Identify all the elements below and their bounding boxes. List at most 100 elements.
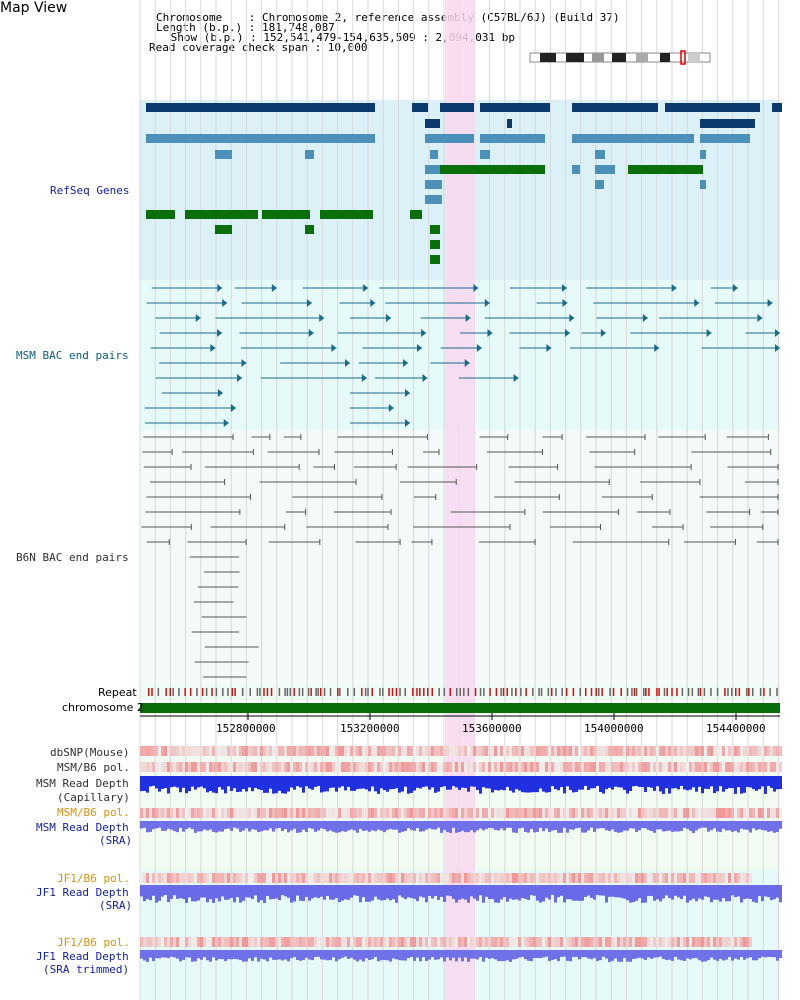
depth-bar	[584, 885, 587, 897]
depth-bar	[494, 950, 497, 960]
heat-cell	[692, 746, 695, 756]
depth-bar	[191, 885, 194, 902]
depth-bar	[455, 821, 458, 833]
depth-bar	[665, 885, 668, 896]
repeat-mark	[467, 688, 470, 696]
msm-bac-label[interactable]: MSM BAC end pairs	[16, 349, 129, 362]
heat-cell	[305, 937, 308, 947]
repeat-mark	[620, 688, 622, 696]
depth-bar	[428, 821, 431, 829]
jf1-read-depth-trimmed-label[interactable]: JF1 Read Depth	[36, 950, 129, 963]
refseq-genes-label[interactable]: RefSeq Genes	[50, 184, 130, 197]
heat-cell	[329, 762, 332, 772]
depth-bar	[614, 821, 617, 832]
heat-cell	[554, 937, 557, 947]
depth-bar	[530, 885, 533, 896]
depth-bar	[680, 885, 683, 900]
heat-cell	[614, 873, 617, 883]
depth-bar	[392, 950, 395, 959]
dbsnp-label[interactable]: dbSNP(Mouse)	[50, 746, 130, 759]
depth-bar	[215, 776, 218, 794]
jf1-b6-pol-label-2[interactable]: JF1/B6 pol.	[57, 936, 130, 949]
heat-cell	[440, 762, 443, 772]
depth-bar	[275, 950, 278, 960]
depth-bar	[602, 821, 605, 829]
heat-cell	[689, 808, 692, 818]
depth-bar	[212, 950, 215, 958]
heat-cell	[728, 746, 731, 756]
bac-end	[331, 344, 337, 352]
heat-cell	[302, 746, 305, 756]
heat-cell	[311, 937, 314, 947]
depth-bar	[659, 821, 662, 830]
msm-b6-pol-label-2[interactable]: MSM/B6 pol.	[57, 806, 130, 819]
depth-bar	[224, 821, 227, 830]
b6n-bac-label[interactable]: B6N BAC end pairs	[16, 551, 129, 564]
heat-cell	[317, 808, 320, 818]
heat-cell	[707, 746, 710, 756]
bac-end	[405, 419, 410, 427]
heat-cell	[185, 873, 188, 883]
heat-cell	[386, 937, 389, 947]
heat-cell	[218, 746, 221, 756]
heat-cell	[530, 762, 533, 772]
heat-cell	[545, 746, 548, 756]
heat-cell	[650, 762, 653, 772]
heat-cell	[302, 762, 305, 772]
heat-cell	[254, 762, 257, 772]
bac-end	[416, 344, 422, 352]
depth-bar	[275, 821, 278, 829]
depth-bar	[551, 821, 554, 831]
depth-bar	[560, 950, 563, 957]
msm-read-depth-capillary-label[interactable]: MSM Read Depth	[36, 777, 129, 790]
heat-cell	[242, 937, 245, 947]
heat-cell	[242, 762, 245, 772]
depth-bar	[170, 950, 173, 957]
jf1-read-depth-sra-label[interactable]: JF1 Read Depth	[36, 886, 129, 899]
heat-cell	[764, 762, 767, 772]
heat-cell	[191, 937, 194, 947]
heat-cell	[140, 762, 143, 772]
heat-cell	[491, 808, 494, 818]
depth-bar	[662, 821, 665, 832]
heat-cell	[158, 873, 161, 883]
msm-read-depth-sra-label[interactable]: MSM Read Depth	[36, 821, 129, 834]
depth-bar	[479, 821, 482, 829]
heat-cell	[611, 808, 614, 818]
repeat-mark	[301, 688, 304, 696]
depth-bar	[356, 885, 359, 896]
heat-cell	[353, 746, 356, 756]
heat-cell	[407, 762, 410, 772]
repeat-mark	[361, 688, 363, 696]
axis-tick-label: 153600000	[462, 722, 522, 735]
heat-cell	[449, 746, 452, 756]
heat-cell	[617, 762, 620, 772]
heat-cell	[461, 808, 464, 818]
repeat-mark	[520, 688, 522, 696]
depth-bar	[344, 821, 347, 832]
depth-bar	[689, 885, 692, 901]
heat-cell	[635, 873, 638, 883]
heat-cell	[545, 937, 548, 947]
heat-cell	[515, 937, 518, 947]
msm-b6-pol-label[interactable]: MSM/B6 pol.	[57, 761, 130, 774]
depth-bar	[221, 776, 224, 790]
jf1-b6-pol-label[interactable]: JF1/B6 pol.	[57, 872, 130, 885]
depth-bar	[503, 776, 506, 791]
heat-cell	[362, 873, 365, 883]
heat-cell	[566, 746, 569, 756]
depth-bar	[149, 776, 152, 787]
depth-bar	[572, 885, 575, 901]
heat-cell	[632, 762, 635, 772]
heat-cell	[296, 808, 299, 818]
depth-bar	[260, 776, 263, 790]
depth-bar	[626, 821, 629, 831]
repeat-mark	[388, 688, 390, 696]
depth-bar	[530, 950, 533, 962]
heat-cell	[443, 873, 446, 883]
heat-cell	[197, 746, 200, 756]
heat-cell	[512, 937, 515, 947]
heat-cell	[629, 808, 632, 818]
depth-bar	[620, 776, 623, 788]
